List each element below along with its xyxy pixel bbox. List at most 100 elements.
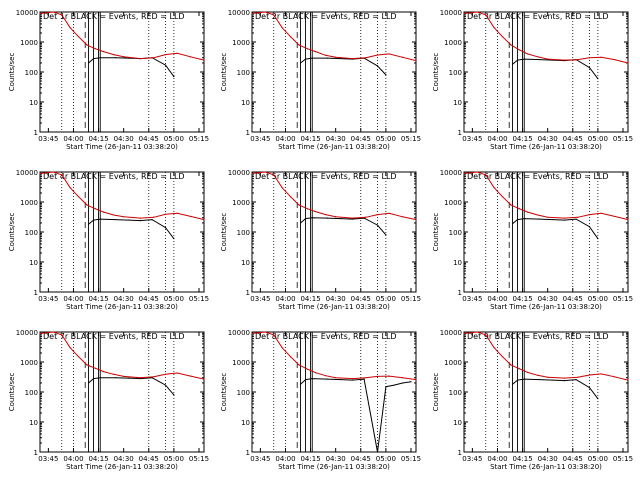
x-tick-label: 03:45 — [38, 295, 58, 303]
data-point-lld — [614, 58, 616, 61]
data-point-lld — [476, 331, 478, 333]
y-tick-label: 1 — [458, 289, 462, 297]
data-point-lld — [627, 379, 629, 381]
data-point-lld — [335, 56, 337, 58]
data-point-lld — [298, 44, 300, 46]
y-tick-label: 10000 — [228, 329, 250, 337]
data-point-events — [87, 62, 90, 64]
data-point-events — [173, 394, 175, 396]
x-axis-label: Start Time (26-Jan-11 03:38:20) — [278, 463, 390, 471]
y-tick-label: 10 — [29, 259, 38, 267]
x-axis-label: Start Time (26-Jan-11 03:38:20) — [490, 303, 602, 311]
data-point-lld — [537, 56, 539, 58]
y-tick-label: 10000 — [16, 329, 38, 337]
y-tick-label: 100 — [449, 229, 462, 237]
y-tick-label: 100 — [449, 69, 462, 77]
y-tick-label: 10000 — [16, 9, 38, 17]
data-point-lld — [376, 375, 379, 378]
data-point-lld — [139, 377, 142, 379]
x-tick-label: 04:15 — [512, 295, 532, 303]
series-line-events — [88, 218, 175, 240]
data-point-lld — [39, 172, 41, 174]
y-tick-label: 1000 — [232, 199, 250, 207]
data-point-lld — [415, 378, 417, 381]
data-point-events — [299, 222, 302, 224]
plot-frame — [39, 171, 205, 293]
data-point-lld — [264, 11, 266, 13]
data-point-events — [516, 379, 519, 381]
data-point-lld — [351, 57, 354, 60]
data-point-events — [114, 377, 116, 379]
y-tick-label: 1000 — [444, 39, 462, 47]
data-point-lld — [627, 218, 629, 221]
data-point-lld — [600, 212, 602, 214]
x-tick-label: 05:15 — [401, 455, 421, 463]
series-line-events — [300, 378, 412, 453]
data-point-events — [173, 76, 175, 78]
data-point-lld — [463, 332, 465, 334]
plot-title: Det 8r BLACK = Events, RED = LLD — [255, 332, 397, 341]
data-point-events — [538, 218, 540, 220]
data-point-lld — [113, 373, 115, 375]
x-tick-label: 04:15 — [300, 455, 320, 463]
data-point-events — [340, 57, 342, 60]
x-tick-label: 04:30 — [538, 295, 558, 303]
data-point-lld — [203, 59, 205, 61]
data-point-lld — [577, 376, 579, 378]
data-point-lld — [153, 216, 155, 218]
x-tick-label: 04:15 — [88, 135, 108, 143]
y-tick-label: 1 — [458, 449, 462, 457]
data-point-lld — [493, 27, 495, 29]
data-point-lld — [476, 11, 478, 13]
data-point-lld — [510, 44, 512, 46]
data-point-lld — [69, 187, 71, 189]
data-point-lld — [39, 12, 41, 14]
detector-plot-8: Det 8r BLACK = Events, RED = LLD 1 10 100 10… — [220, 329, 421, 471]
data-point-lld — [314, 210, 317, 213]
data-point-events — [326, 378, 328, 380]
data-point-lld — [501, 356, 504, 358]
data-point-events — [299, 383, 302, 385]
series-line-lld — [251, 171, 417, 221]
data-point-events — [523, 217, 525, 220]
data-point-lld — [510, 204, 512, 206]
data-point-lld — [563, 217, 566, 219]
series-line-lld — [39, 331, 205, 380]
plot-title: Det 1r BLACK = Events, RED = LLD — [43, 12, 185, 21]
data-point-lld — [351, 377, 354, 380]
x-tick-label: 04:30 — [114, 455, 134, 463]
data-point-lld — [314, 50, 317, 53]
data-point-lld — [61, 14, 63, 16]
data-point-events — [597, 238, 599, 240]
series-line-events — [512, 378, 599, 400]
x-tick-label: 05:00 — [376, 135, 396, 143]
data-point-events — [128, 377, 130, 379]
x-tick-label: 04:00 — [275, 135, 295, 143]
data-point-lld — [476, 171, 478, 173]
data-point-lld — [102, 370, 105, 373]
data-point-lld — [139, 217, 142, 219]
x-tick-label: 04:30 — [538, 455, 558, 463]
x-tick-label: 05:00 — [164, 135, 184, 143]
x-tick-label: 03:45 — [38, 455, 58, 463]
x-tick-label: 04:45 — [351, 135, 371, 143]
data-point-events — [304, 378, 307, 381]
data-point-lld — [289, 196, 292, 198]
data-point-events — [351, 379, 354, 381]
data-point-events — [588, 387, 591, 389]
data-point-events — [385, 386, 387, 388]
data-point-events — [87, 223, 90, 225]
x-tick-label: 05:15 — [613, 135, 633, 143]
data-point-events — [99, 377, 101, 379]
data-point-lld — [94, 367, 96, 369]
data-point-lld — [176, 212, 178, 214]
x-tick-label: 04:30 — [114, 135, 134, 143]
data-point-lld — [376, 54, 379, 56]
data-point-events — [402, 382, 404, 384]
data-point-lld — [376, 214, 379, 216]
y-tick-label: 1 — [34, 449, 38, 457]
series-line-lld — [463, 331, 629, 381]
data-point-events — [597, 78, 599, 80]
x-tick-label: 05:15 — [613, 295, 633, 303]
x-tick-label: 05:00 — [164, 455, 184, 463]
